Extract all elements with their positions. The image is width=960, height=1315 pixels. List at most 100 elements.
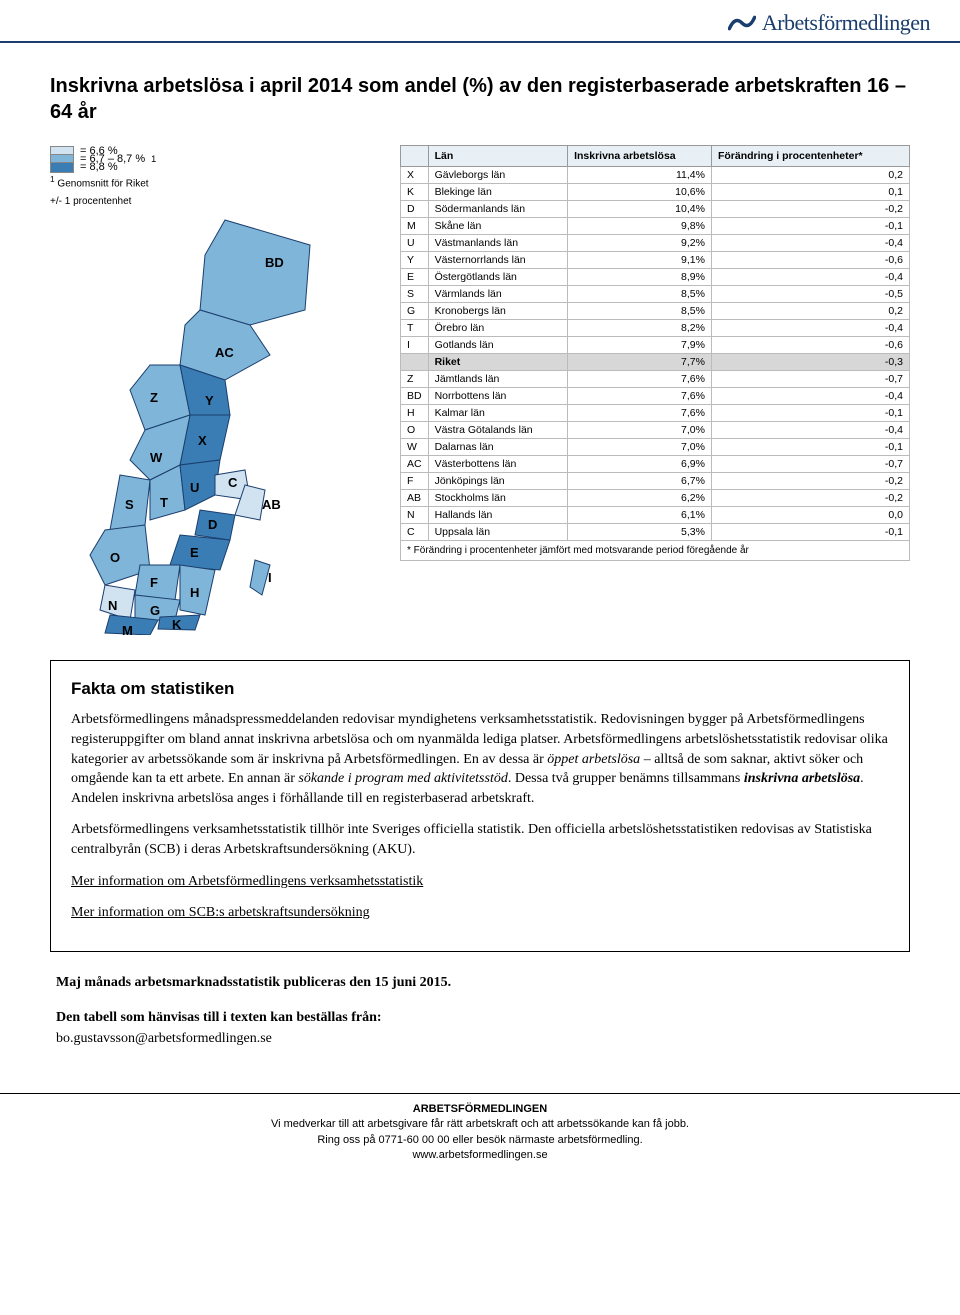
cell-v1: 8,5% <box>568 286 712 303</box>
map-label-t: T <box>160 495 168 510</box>
map-label-z: Z <box>150 390 158 405</box>
cell-code: H <box>401 405 429 422</box>
fakta-heading: Fakta om statistiken <box>71 677 889 701</box>
cell-code: N <box>401 507 429 524</box>
table-row: HKalmar län7,6%-0,1 <box>401 405 910 422</box>
cell-name: Blekinge län <box>428 184 567 201</box>
cell-v2: -0,4 <box>711 422 909 439</box>
cell-v1: 11,4% <box>568 167 712 184</box>
map-label-d: D <box>208 517 217 532</box>
cell-v2: -0,2 <box>711 490 909 507</box>
fakta-link-1[interactable]: Mer information om Arbetsförmedlingens v… <box>71 874 423 889</box>
map-label-y: Y <box>205 393 214 408</box>
cell-v2: -0,3 <box>711 354 909 371</box>
cell-v1: 10,6% <box>568 184 712 201</box>
cell-v1: 6,1% <box>568 507 712 524</box>
cell-code: G <box>401 303 429 320</box>
cell-v1: 7,0% <box>568 422 712 439</box>
table-row: EÖstergötlands län8,9%-0,4 <box>401 269 910 286</box>
cell-v1: 6,2% <box>568 490 712 507</box>
cell-v2: 0,2 <box>711 303 909 320</box>
cell-v2: -0,2 <box>711 201 909 218</box>
table-row: WDalarnas län7,0%-0,1 <box>401 439 910 456</box>
cell-name: Värmlands län <box>428 286 567 303</box>
cell-v2: -0,1 <box>711 405 909 422</box>
fakta-box: Fakta om statistiken Arbetsförmedlingens… <box>50 660 910 952</box>
cell-v1: 6,7% <box>568 473 712 490</box>
map-label-o: O <box>110 550 120 565</box>
cell-name: Kronobergs län <box>428 303 567 320</box>
legend: = 6,6 %= 6,7 – 8,7 %1= 8,8 % 1 Genomsnit… <box>50 145 380 207</box>
map-label-f: F <box>150 575 158 590</box>
cell-name: Skåne län <box>428 218 567 235</box>
order-info: Den tabell som hänvisas till i texten ka… <box>56 1007 904 1049</box>
legend-note-2: +/- 1 procentenhet <box>50 196 380 207</box>
cell-code: M <box>401 218 429 235</box>
logo-icon <box>728 14 756 32</box>
footer-url: www.arbetsformedlingen.se <box>40 1148 920 1163</box>
data-table: Län Inskrivna arbetslösa Förändring i pr… <box>400 145 910 541</box>
legend-map-column: = 6,6 %= 6,7 – 8,7 %1= 8,8 % 1 Genomsnit… <box>50 145 380 635</box>
cell-name: Jönköpings län <box>428 473 567 490</box>
cell-v1: 7,9% <box>568 337 712 354</box>
cell-code: F <box>401 473 429 490</box>
table-row: BDNorrbottens län7,6%-0,4 <box>401 388 910 405</box>
cell-v1: 7,6% <box>568 405 712 422</box>
footer-org: ARBETSFÖRMEDLINGEN <box>40 1102 920 1117</box>
cell-v1: 7,0% <box>568 439 712 456</box>
cell-v1: 5,3% <box>568 524 712 541</box>
th-col1: Inskrivna arbetslösa <box>568 146 712 167</box>
sweden-map: BD AC Z Y X W C S U T AB D O E F I N G H… <box>50 215 360 635</box>
cell-code: U <box>401 235 429 252</box>
table-row: ZJämtlands län7,6%-0,7 <box>401 371 910 388</box>
cell-code: AC <box>401 456 429 473</box>
map-label-c: C <box>228 475 237 490</box>
content: Inskrivna arbetslösa i april 2014 som an… <box>0 43 960 1073</box>
map-label-bd: BD <box>265 255 284 270</box>
below-text: Maj månads arbetsmarknadsstatistik publi… <box>50 972 910 1049</box>
map-label-e: E <box>190 545 199 560</box>
legend-label: = 8,8 % <box>80 161 118 173</box>
contact-email: bo.gustavsson@arbetsformedlingen.se <box>56 1031 272 1046</box>
cell-v2: -0,4 <box>711 320 909 337</box>
cell-v1: 7,6% <box>568 388 712 405</box>
cell-v1: 8,9% <box>568 269 712 286</box>
cell-code: K <box>401 184 429 201</box>
cell-v1: 8,2% <box>568 320 712 337</box>
table-row: ACVästerbottens län6,9%-0,7 <box>401 456 910 473</box>
table-row: MSkåne län9,8%-0,1 <box>401 218 910 235</box>
cell-v2: -0,5 <box>711 286 909 303</box>
map-label-h: H <box>190 585 199 600</box>
top-section: = 6,6 %= 6,7 – 8,7 %1= 8,8 % 1 Genomsnit… <box>50 145 910 635</box>
table-row: DSödermanlands län10,4%-0,2 <box>401 201 910 218</box>
fakta-link-2[interactable]: Mer information om SCB:s arbetskraftsund… <box>71 905 370 920</box>
table-row: FJönköpings län6,7%-0,2 <box>401 473 910 490</box>
cell-code: X <box>401 167 429 184</box>
cell-v1: 9,8% <box>568 218 712 235</box>
th-col2: Förändring i procentenheter* <box>711 146 909 167</box>
table-row: TÖrebro län8,2%-0,4 <box>401 320 910 337</box>
cell-v2: -0,2 <box>711 473 909 490</box>
cell-v2: 0,0 <box>711 507 909 524</box>
cell-code: BD <box>401 388 429 405</box>
cell-v1: 9,2% <box>568 235 712 252</box>
cell-v1: 6,9% <box>568 456 712 473</box>
cell-name: Västerbottens län <box>428 456 567 473</box>
cell-v2: -0,6 <box>711 337 909 354</box>
map-label-u: U <box>190 480 199 495</box>
table-row: YVästernorrlands län9,1%-0,6 <box>401 252 910 269</box>
cell-v2: -0,1 <box>711 439 909 456</box>
cell-v2: -0,7 <box>711 456 909 473</box>
legend-note-1: 1 Genomsnitt för Riket <box>50 175 380 189</box>
page-title: Inskrivna arbetslösa i april 2014 som an… <box>50 73 910 125</box>
map-label-w: W <box>150 450 162 465</box>
cell-code: AB <box>401 490 429 507</box>
cell-code: S <box>401 286 429 303</box>
cell-v2: -0,1 <box>711 524 909 541</box>
cell-v2: -0,6 <box>711 252 909 269</box>
cell-v1: 7,6% <box>568 371 712 388</box>
cell-code <box>401 354 429 371</box>
map-label-n: N <box>108 598 117 613</box>
map-label-ab: AB <box>262 497 281 512</box>
map-label-m: M <box>122 623 133 638</box>
